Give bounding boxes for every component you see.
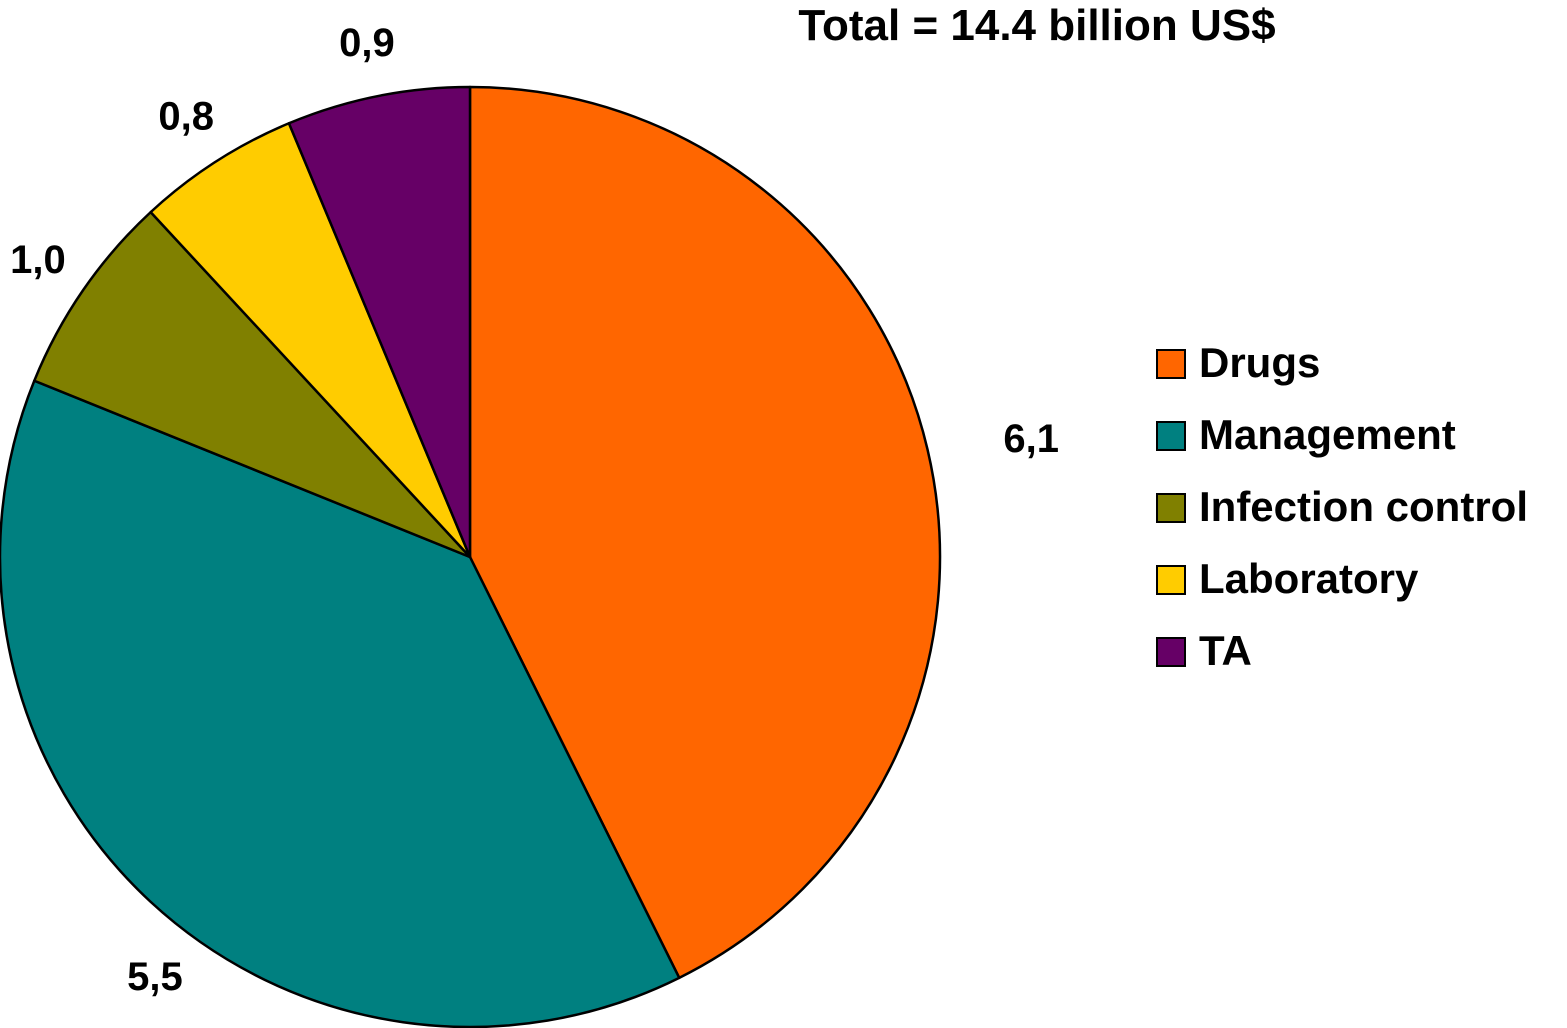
pie-slice-infection-control [33,210,472,559]
legend-swatch-ta [1156,637,1186,667]
pie-slice-management [0,379,681,1028]
legend: Drugs Management Infection control Laborato… [1156,339,1528,674]
data-label-infection-control: 1,0 [10,238,66,282]
legend-label-infection-control: Infection control [1199,483,1528,530]
pie-slice-laboratory [149,122,472,559]
legend-label-drugs: Drugs [1199,339,1320,386]
pie-slice-drugs [468,85,942,980]
legend-label-laboratory: Laboratory [1199,555,1419,602]
data-label-drugs: 6,1 [1003,417,1059,461]
legend-label-ta: TA [1199,627,1252,674]
data-label-management: 5,5 [127,955,183,999]
pie-data-labels: 6,1 5,5 1,0 0,8 0,9 [10,21,1059,999]
pie-slice-ta [287,85,472,559]
legend-swatch-laboratory [1156,565,1186,595]
data-label-ta: 0,9 [339,21,395,65]
chart-title: Total = 14.4 billion US$ [798,1,1275,50]
legend-label-management: Management [1199,411,1456,458]
legend-swatch-infection-control [1156,493,1186,523]
data-label-laboratory: 0,8 [158,94,214,138]
legend-swatch-management [1156,421,1186,451]
pie-slices [0,85,942,1028]
legend-swatch-drugs [1156,349,1186,379]
